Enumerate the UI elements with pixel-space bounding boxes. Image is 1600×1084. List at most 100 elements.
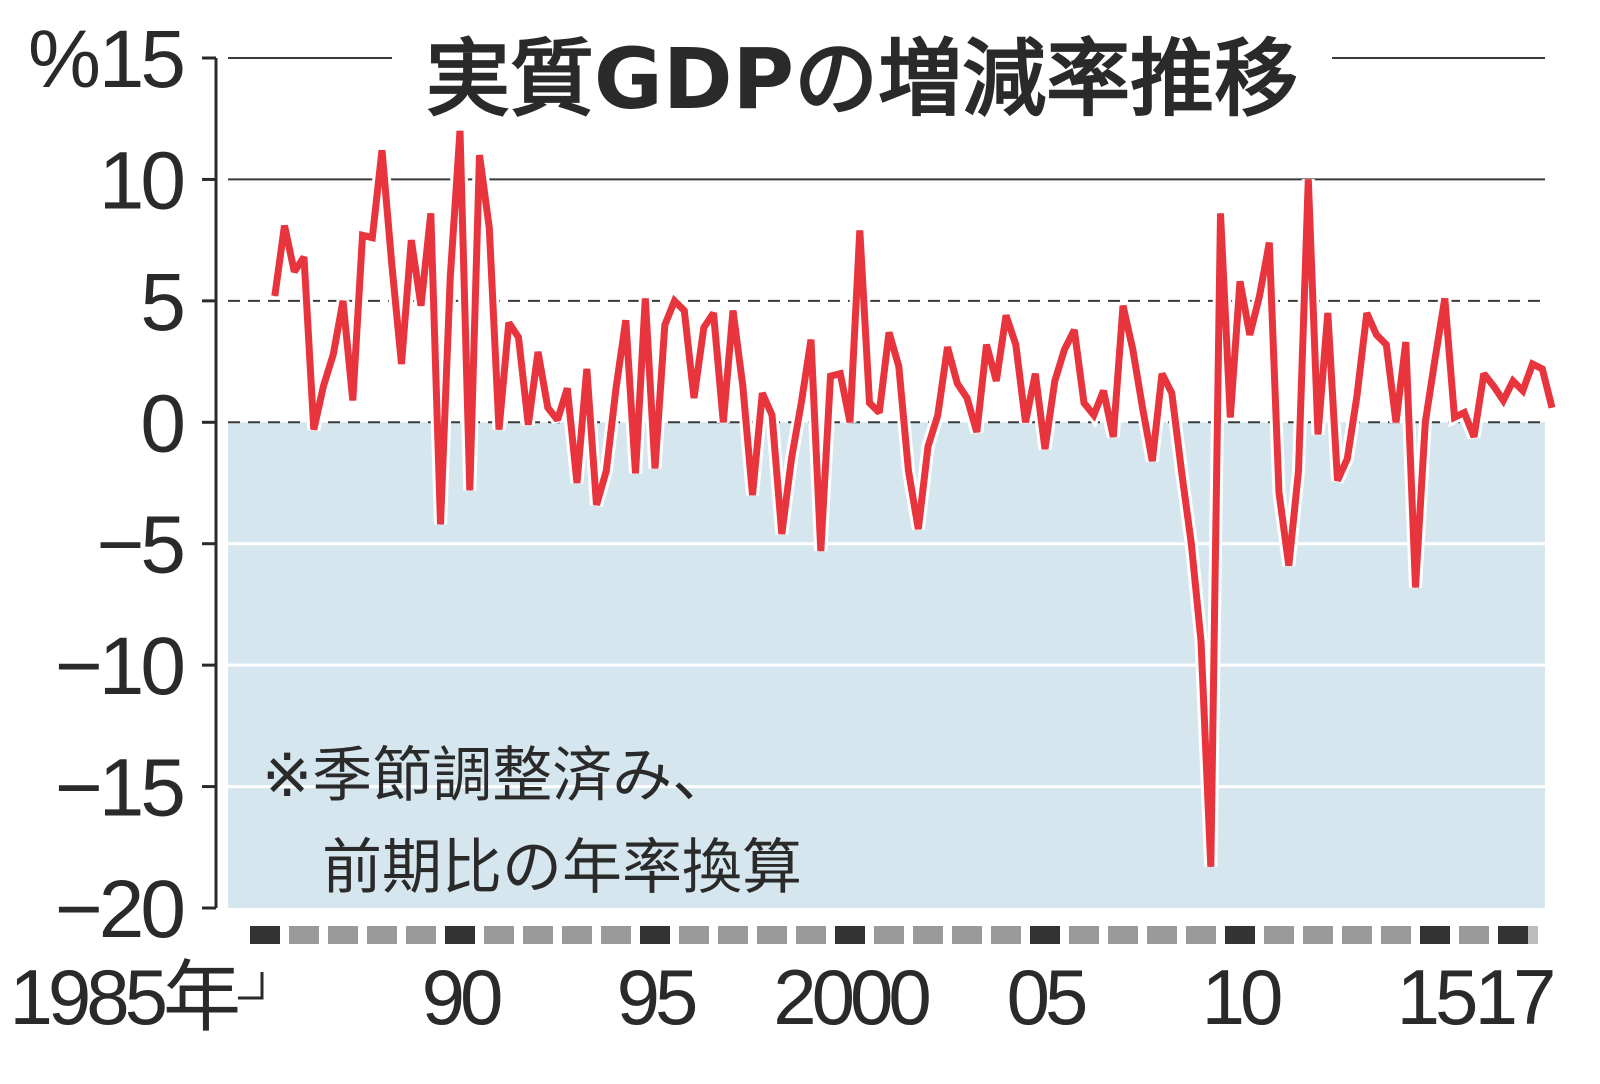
data-point bbox=[644, 297, 646, 299]
year-marker-2017 bbox=[1498, 926, 1528, 944]
x-tick-label-1995: 95 bbox=[617, 953, 696, 1041]
data-point bbox=[1541, 368, 1543, 370]
data-point bbox=[703, 327, 705, 329]
gdp-growth-line-stroke bbox=[271, 130, 1556, 867]
data-point bbox=[1473, 436, 1475, 438]
data-point bbox=[596, 504, 597, 506]
data-point bbox=[625, 319, 627, 321]
data-point bbox=[313, 429, 315, 431]
year-marker-1991 bbox=[484, 926, 514, 944]
year-marker-fade bbox=[1528, 926, 1538, 944]
note-line-1: ※季節調整済み、 bbox=[262, 741, 732, 811]
data-point bbox=[479, 154, 480, 156]
year-marker-1988 bbox=[367, 926, 397, 944]
data-point bbox=[937, 414, 939, 416]
data-point bbox=[1083, 402, 1085, 404]
note-line-2: 前期比の年率換算 bbox=[322, 833, 802, 903]
y-tick-label: 15 bbox=[99, 14, 184, 105]
data-point bbox=[430, 212, 432, 214]
note: ※季節調整済み、 前期比の年率換算 bbox=[262, 741, 802, 903]
data-point bbox=[1268, 242, 1270, 244]
data-point bbox=[732, 310, 734, 312]
year-marker-2008 bbox=[1147, 926, 1177, 944]
y-tick-label: −10 bbox=[55, 621, 183, 712]
data-point bbox=[303, 256, 305, 258]
data-point bbox=[849, 421, 851, 423]
data-point bbox=[381, 149, 383, 151]
data-point bbox=[576, 482, 578, 484]
data-point bbox=[498, 429, 500, 431]
x-start-bracket bbox=[238, 972, 264, 1000]
x-tick-label-1985: 1985年 bbox=[9, 953, 238, 1041]
data-point bbox=[1532, 363, 1533, 365]
year-marker-1992 bbox=[523, 926, 553, 944]
data-point bbox=[1395, 421, 1397, 423]
x-axis: 1985年 90 95 2000 05 10 15 17 bbox=[9, 926, 1558, 1041]
data-point bbox=[1015, 344, 1017, 346]
data-point bbox=[420, 305, 422, 307]
data-point bbox=[1259, 295, 1260, 297]
data-point bbox=[1200, 640, 1202, 642]
data-point bbox=[1054, 380, 1056, 382]
data-point bbox=[674, 300, 675, 302]
year-marker-2006 bbox=[1069, 926, 1099, 944]
y-tick-label: 5 bbox=[140, 257, 183, 348]
data-point bbox=[1220, 212, 1221, 214]
data-point bbox=[1346, 458, 1348, 460]
data-point bbox=[635, 472, 636, 474]
data-point bbox=[917, 528, 919, 530]
data-point bbox=[1424, 421, 1426, 423]
data-point bbox=[908, 470, 909, 472]
data-point bbox=[859, 229, 861, 231]
data-point bbox=[1522, 390, 1524, 392]
data-point bbox=[1337, 480, 1338, 482]
x-tick-label-2005: 05 bbox=[1007, 953, 1086, 1041]
data-point bbox=[1483, 373, 1485, 375]
data-point bbox=[1210, 866, 1212, 868]
data-point bbox=[1034, 373, 1036, 375]
data-point bbox=[518, 336, 519, 338]
data-point bbox=[1327, 312, 1329, 314]
data-point bbox=[1132, 348, 1134, 350]
data-point bbox=[1161, 373, 1163, 375]
data-point bbox=[995, 380, 997, 382]
data-point bbox=[1317, 433, 1319, 435]
year-marker-1996 bbox=[679, 926, 709, 944]
data-point bbox=[508, 322, 510, 324]
data-point bbox=[1278, 492, 1280, 494]
year-marker-1998 bbox=[757, 926, 787, 944]
data-point bbox=[323, 385, 324, 387]
data-point bbox=[1151, 460, 1153, 462]
data-point bbox=[1463, 412, 1465, 414]
data-point bbox=[293, 271, 295, 273]
year-marker-1986 bbox=[289, 926, 319, 944]
data-point bbox=[1044, 448, 1046, 450]
data-point bbox=[391, 263, 393, 265]
data-point bbox=[742, 385, 744, 387]
data-point bbox=[927, 446, 929, 448]
data-point bbox=[1025, 421, 1026, 423]
data-point bbox=[986, 344, 987, 346]
year-marker-1985 bbox=[250, 926, 280, 944]
data-point bbox=[693, 397, 695, 399]
year-marker-2014 bbox=[1381, 926, 1411, 944]
data-point bbox=[352, 399, 354, 401]
data-point bbox=[761, 392, 763, 394]
data-point bbox=[1415, 586, 1416, 588]
data-point bbox=[1093, 414, 1095, 416]
data-point bbox=[781, 533, 783, 535]
year-marker-1994 bbox=[601, 926, 631, 944]
data-point bbox=[342, 300, 344, 302]
data-point bbox=[332, 353, 334, 355]
data-point bbox=[566, 387, 568, 389]
data-point bbox=[1181, 470, 1182, 472]
data-point bbox=[839, 373, 841, 375]
y-axis: 15 10 5 0 −5 −10 −15 −20% bbox=[28, 14, 218, 955]
data-point bbox=[683, 310, 685, 312]
data-point bbox=[1288, 565, 1290, 567]
data-point bbox=[440, 523, 441, 525]
x-tick-label-1990: 90 bbox=[422, 953, 501, 1041]
data-point bbox=[771, 414, 773, 416]
